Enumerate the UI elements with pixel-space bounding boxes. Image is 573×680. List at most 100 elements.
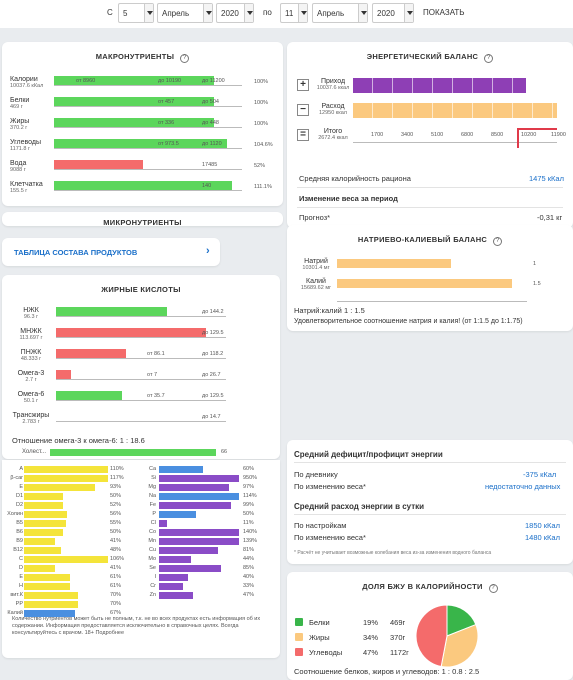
vitamin-name: вит.К — [10, 592, 23, 598]
vitamin-name: C — [19, 556, 23, 562]
vitamin-bar — [24, 502, 64, 509]
macro-amount: 370.2 г — [10, 125, 28, 131]
day-to-select[interactable]: 11 — [280, 3, 308, 23]
forecast-value: -0,31 кг — [537, 213, 563, 222]
macro-min: от 336 — [158, 120, 175, 126]
fat-name-text: Омега-6 — [17, 391, 45, 398]
macro-max: до 448 — [202, 120, 219, 126]
year-from-value: 2020 — [221, 9, 239, 18]
fat-name-text: ПНЖК — [20, 349, 42, 356]
mineral-bar — [159, 538, 239, 545]
vitamin-percent: 55% — [110, 520, 122, 526]
macro-name: Жиры 370.2 г — [10, 118, 54, 132]
bju-grams: 469г — [390, 618, 406, 627]
fat-max: до 26.7 — [202, 372, 221, 378]
vitamin-name: B5 — [16, 520, 23, 526]
cholesterol-value: 66 — [221, 449, 228, 455]
cholesterol-label: Холест... — [22, 449, 47, 455]
macro-track — [54, 85, 242, 86]
help-icon[interactable]: ? — [493, 237, 503, 246]
mineral-name: Cl — [150, 520, 156, 526]
macro-max: до 11200 — [202, 78, 225, 84]
energy-name-text: Итого — [323, 128, 343, 135]
mineral-name: Se — [149, 565, 156, 571]
fat-amount: 96.3 г — [23, 314, 39, 320]
macro-name-text: Вода — [10, 160, 27, 167]
energy-amount: 2672.4 ккал — [318, 135, 348, 141]
mineral-bar — [159, 592, 194, 599]
macro-name-text: Белки — [10, 97, 30, 104]
sodium-potassium-card: НАТРИЕВО-КАЛИЕВЫЙ БАЛАНС? Натрий 10301.4 … — [287, 225, 573, 331]
bju-card: ДОЛЯ БЖУ В КАЛОРИЙНОСТИ? Белки 19% 469г Жир… — [287, 572, 573, 680]
vitamin-name: Калий — [7, 610, 23, 616]
divider — [294, 462, 566, 463]
macro-bar — [54, 139, 227, 148]
vitamin-name: D — [19, 565, 23, 571]
vitamin-bar — [24, 574, 71, 581]
sodium-name-text: Калий — [306, 278, 326, 285]
vitamin-percent: 41% — [110, 538, 122, 544]
avg-calories-value: 1475 кКал — [529, 174, 564, 183]
from-label: С — [107, 8, 113, 17]
vitamin-name: Холин — [7, 511, 23, 517]
macro-bar — [54, 97, 215, 106]
mineral-bar — [159, 583, 183, 590]
mineral-bar — [159, 511, 196, 518]
month-from-select[interactable]: Апрель — [157, 3, 213, 23]
bju-name: Белки — [309, 618, 330, 627]
vitamin-percent: 110% — [110, 466, 124, 472]
product-table-link[interactable]: ТАБЛИЦА СОСТАВА ПРОДУКТОВ › — [2, 238, 220, 266]
help-icon[interactable]: ? — [488, 584, 498, 593]
mineral-name: Mn — [148, 538, 156, 544]
vitamin-bar — [24, 601, 78, 608]
vitamin-name: B6 — [16, 529, 23, 535]
vitamin-percent: 93% — [110, 484, 122, 490]
energy-name: Итого 2672.4 ккал — [313, 128, 353, 142]
sign-icon: = — [297, 129, 309, 141]
by-weight-label: По изменению веса* — [294, 482, 366, 491]
fats-title: ЖИРНЫЕ КИСЛОТЫ — [101, 285, 181, 294]
vitamin-bar — [24, 466, 108, 473]
bju-ratio: Соотношение белков, жиров и углеводов: 1… — [294, 667, 480, 676]
help-icon[interactable]: ? — [484, 54, 494, 63]
macro-amount: 469 г — [10, 104, 23, 110]
help-icon[interactable]: ? — [180, 54, 190, 63]
vitamin-bar — [24, 610, 76, 617]
mineral-bar — [159, 520, 167, 527]
macro-track — [54, 127, 242, 128]
sodium-value: 1.5 — [533, 281, 541, 287]
macro-max: 140 — [202, 183, 212, 189]
macro-name: Калории 10037.6 кКал — [10, 76, 54, 90]
mineral-percent: 140% — [243, 529, 258, 535]
mineral-name: I — [154, 574, 156, 580]
fat-track — [56, 358, 226, 359]
chevron-down-icon — [298, 4, 307, 22]
mineral-bar — [159, 565, 221, 572]
show-button[interactable]: ПОКАЗАТЬ — [423, 8, 465, 17]
sodium-axis — [337, 301, 527, 302]
macro-name-text: Углеводы — [10, 139, 42, 146]
vitamin-name: A — [19, 466, 23, 472]
mineral-percent: 33% — [243, 583, 255, 589]
day-from-select[interactable]: 5 — [118, 3, 154, 23]
vitamin-bar — [24, 583, 71, 590]
vitamin-bar — [24, 529, 63, 536]
year-from-select[interactable]: 2020 — [216, 3, 254, 23]
sodium-name: Калий 15689.62 мг — [295, 278, 337, 292]
fat-track — [56, 337, 226, 338]
vitamin-name: B12 — [13, 547, 23, 553]
mineral-bar — [159, 547, 219, 554]
mineral-name: Cr — [150, 583, 156, 589]
year-to-select[interactable]: 2020 — [372, 3, 414, 23]
macro-name: Вода 9088 г — [10, 160, 54, 174]
mineral-percent: 139% — [243, 538, 258, 544]
mineral-percent: 11% — [243, 520, 254, 526]
month-to-select[interactable]: Апрель — [312, 3, 368, 23]
vitamin-bar — [24, 547, 61, 554]
mineral-percent: 97% — [243, 484, 255, 490]
legend-swatch — [295, 648, 303, 656]
bju-percent: 19% — [363, 618, 379, 627]
fat-bar — [56, 391, 123, 400]
fat-max: до 144.2 — [202, 309, 224, 315]
fat-amount: 113.697 г — [19, 335, 43, 341]
